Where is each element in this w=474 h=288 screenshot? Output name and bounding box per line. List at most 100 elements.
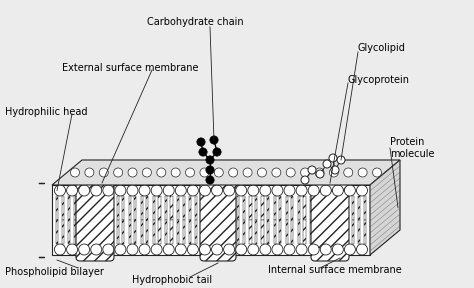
Polygon shape bbox=[117, 220, 118, 244]
Circle shape bbox=[115, 244, 126, 255]
Polygon shape bbox=[189, 220, 191, 244]
Polygon shape bbox=[62, 196, 64, 220]
Circle shape bbox=[99, 168, 108, 177]
Polygon shape bbox=[339, 196, 342, 220]
Circle shape bbox=[55, 185, 65, 196]
Bar bbox=[52, 185, 370, 255]
Circle shape bbox=[85, 168, 94, 177]
Polygon shape bbox=[298, 220, 300, 244]
Polygon shape bbox=[352, 196, 354, 220]
Polygon shape bbox=[255, 220, 257, 244]
Circle shape bbox=[139, 185, 150, 196]
FancyBboxPatch shape bbox=[200, 179, 236, 261]
Text: Glycoprotein: Glycoprotein bbox=[348, 75, 410, 85]
Polygon shape bbox=[146, 196, 148, 220]
Polygon shape bbox=[171, 220, 173, 244]
Circle shape bbox=[91, 244, 102, 255]
Circle shape bbox=[66, 185, 78, 196]
Polygon shape bbox=[213, 220, 215, 244]
Circle shape bbox=[257, 168, 266, 177]
Circle shape bbox=[71, 168, 80, 177]
Polygon shape bbox=[315, 220, 318, 244]
Polygon shape bbox=[74, 220, 76, 244]
Polygon shape bbox=[286, 220, 288, 244]
Circle shape bbox=[200, 244, 210, 255]
Circle shape bbox=[356, 244, 367, 255]
Polygon shape bbox=[92, 220, 94, 244]
Polygon shape bbox=[237, 220, 239, 244]
Circle shape bbox=[243, 168, 252, 177]
Circle shape bbox=[199, 148, 207, 156]
Polygon shape bbox=[334, 220, 336, 244]
Polygon shape bbox=[141, 196, 143, 220]
Polygon shape bbox=[74, 196, 76, 220]
Polygon shape bbox=[358, 220, 360, 244]
Polygon shape bbox=[122, 220, 124, 244]
Polygon shape bbox=[267, 196, 269, 220]
Polygon shape bbox=[358, 196, 360, 220]
Text: External surface membrane: External surface membrane bbox=[62, 63, 199, 73]
Circle shape bbox=[332, 185, 343, 196]
Polygon shape bbox=[225, 196, 228, 220]
Polygon shape bbox=[364, 196, 366, 220]
Circle shape bbox=[103, 185, 114, 196]
Polygon shape bbox=[153, 220, 155, 244]
Polygon shape bbox=[225, 220, 228, 244]
Polygon shape bbox=[262, 220, 264, 244]
Text: Carbohydrate chain: Carbohydrate chain bbox=[146, 17, 243, 27]
Circle shape bbox=[197, 138, 205, 146]
Circle shape bbox=[171, 168, 180, 177]
Polygon shape bbox=[165, 220, 167, 244]
Circle shape bbox=[260, 244, 271, 255]
Circle shape bbox=[272, 244, 283, 255]
Polygon shape bbox=[315, 196, 318, 220]
Polygon shape bbox=[370, 160, 400, 255]
Polygon shape bbox=[310, 220, 312, 244]
Polygon shape bbox=[177, 220, 179, 244]
Circle shape bbox=[228, 168, 237, 177]
Text: Phospholipid bilayer: Phospholipid bilayer bbox=[5, 267, 104, 277]
Circle shape bbox=[206, 156, 214, 164]
Circle shape bbox=[345, 185, 356, 196]
Circle shape bbox=[79, 185, 90, 196]
Circle shape bbox=[157, 168, 166, 177]
Circle shape bbox=[323, 160, 331, 168]
Polygon shape bbox=[56, 196, 58, 220]
Circle shape bbox=[284, 244, 295, 255]
Circle shape bbox=[142, 168, 151, 177]
Polygon shape bbox=[279, 220, 282, 244]
Polygon shape bbox=[328, 220, 329, 244]
Polygon shape bbox=[122, 196, 124, 220]
Polygon shape bbox=[328, 196, 329, 220]
Circle shape bbox=[345, 244, 356, 255]
Polygon shape bbox=[86, 196, 88, 220]
Circle shape bbox=[128, 168, 137, 177]
Polygon shape bbox=[273, 220, 276, 244]
Circle shape bbox=[272, 185, 283, 196]
Polygon shape bbox=[286, 196, 288, 220]
Polygon shape bbox=[98, 196, 100, 220]
Circle shape bbox=[175, 244, 186, 255]
Polygon shape bbox=[182, 196, 185, 220]
Circle shape bbox=[175, 185, 186, 196]
Polygon shape bbox=[189, 196, 191, 220]
Polygon shape bbox=[207, 220, 209, 244]
Text: Glycolipid: Glycolipid bbox=[358, 43, 406, 53]
Circle shape bbox=[200, 185, 210, 196]
Polygon shape bbox=[219, 220, 221, 244]
Polygon shape bbox=[56, 220, 58, 244]
Circle shape bbox=[206, 176, 214, 184]
Polygon shape bbox=[80, 196, 82, 220]
Circle shape bbox=[115, 185, 126, 196]
Circle shape bbox=[151, 185, 162, 196]
Polygon shape bbox=[364, 220, 366, 244]
Polygon shape bbox=[219, 196, 221, 220]
Circle shape bbox=[211, 244, 222, 255]
Polygon shape bbox=[352, 220, 354, 244]
Polygon shape bbox=[255, 196, 257, 220]
Polygon shape bbox=[310, 196, 312, 220]
Polygon shape bbox=[291, 196, 293, 220]
Circle shape bbox=[185, 168, 194, 177]
Circle shape bbox=[79, 244, 90, 255]
Polygon shape bbox=[134, 220, 137, 244]
